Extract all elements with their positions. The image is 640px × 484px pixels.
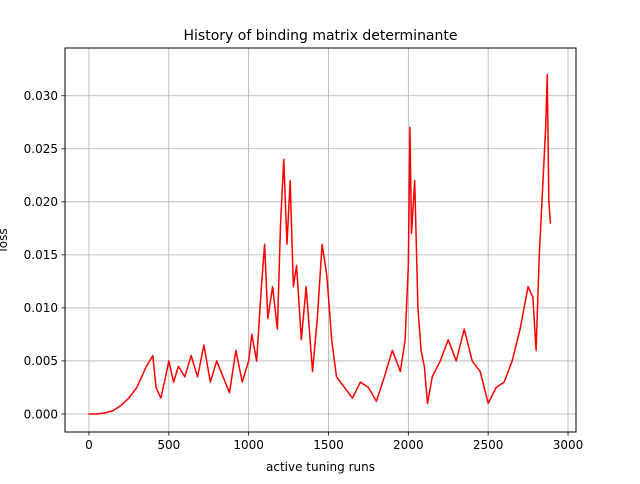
series-layer <box>88 73 552 415</box>
plot-area <box>65 48 576 432</box>
x-axis-title: active tuning runs <box>266 460 375 474</box>
x-tick-label: 500 <box>157 438 180 452</box>
axis-ticks: 0 500 1000 1500 2000 2500 3000 0.000 0.005 0.010 0… <box>24 89 584 452</box>
plot-frame <box>64 47 577 433</box>
y-axis-title: loss <box>0 228 10 251</box>
x-tick-label: 0 <box>85 438 93 452</box>
y-tick-label: 0.005 <box>24 354 58 368</box>
y-tick-label: 0.030 <box>24 89 58 103</box>
y-tick-label: 0.000 <box>24 407 58 421</box>
chart-title: History of binding matrix determinante <box>184 28 458 44</box>
x-tick-label: 2500 <box>473 438 504 452</box>
y-tick-label: 0.020 <box>24 195 58 209</box>
x-tick-label: 2000 <box>393 438 424 452</box>
y-tick-label: 0.025 <box>24 142 58 156</box>
x-tick-label: 3000 <box>553 438 584 452</box>
series-line-0 <box>88 73 552 415</box>
x-tick-label: 1500 <box>313 438 344 452</box>
x-tick-label: 1000 <box>233 438 264 452</box>
y-tick-label: 0.015 <box>24 248 58 262</box>
y-tick-label: 0.010 <box>24 301 58 315</box>
